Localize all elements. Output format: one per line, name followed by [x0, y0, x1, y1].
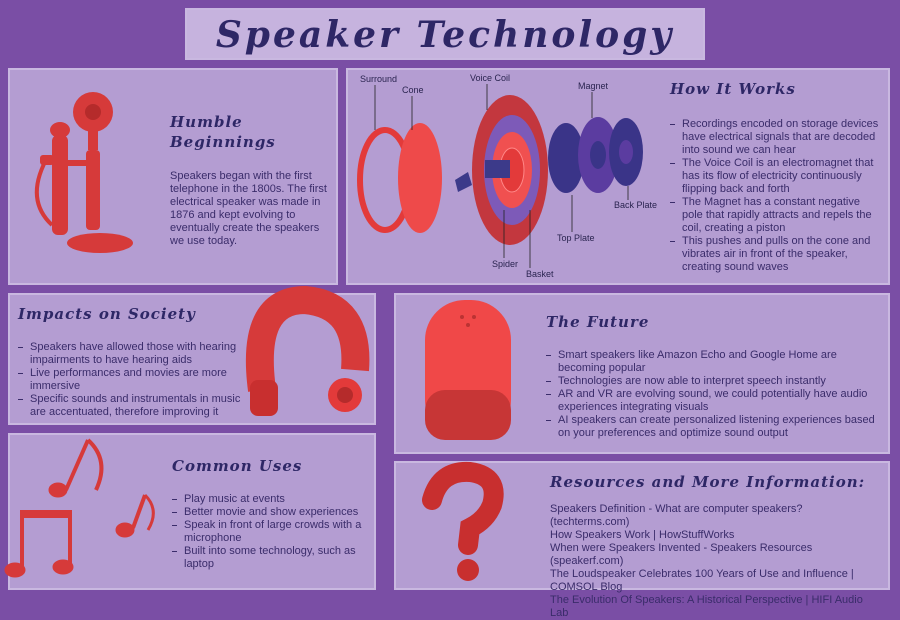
- section-heading: Humble Beginnings: [170, 113, 276, 151]
- list-item: AR and VR are evolving sound, we could p…: [546, 388, 876, 414]
- shape: [4, 562, 26, 578]
- telephone-icon: [34, 92, 133, 253]
- speaker-diagram: Surround Cone Voice Coil Magnet Back Pla…: [357, 73, 657, 279]
- list-item: When were Speakers Invented - Speakers R…: [550, 542, 813, 567]
- list-item: Play music at events: [172, 493, 362, 506]
- shape: [58, 160, 88, 166]
- shape: [86, 150, 100, 230]
- section-heading: Common Uses: [172, 457, 303, 475]
- list-item: The Magnet has a constant negative pole …: [670, 196, 882, 235]
- list-item: The Voice Coil is an electromagnet that …: [670, 157, 882, 196]
- list-item: Specific sounds and instrumentals in mus…: [18, 393, 248, 419]
- list-item: The Evolution Of Speakers: A Historical …: [550, 594, 863, 619]
- shape: [619, 140, 633, 164]
- bullet-list: Smart speakers like Amazon Echo and Goog…: [546, 349, 876, 440]
- question-mark-icon: [422, 461, 504, 581]
- shape: [40, 155, 54, 165]
- bullet-list: Recordings encoded on storage devices ha…: [670, 118, 882, 274]
- part-label: Basket: [526, 269, 554, 279]
- shape: [460, 315, 464, 319]
- shape: [457, 559, 479, 581]
- shape: [86, 438, 104, 491]
- shape: [34, 159, 54, 227]
- list-item: Built into some technology, such as lapt…: [172, 545, 362, 571]
- list-item: Recordings encoded on storage devices ha…: [670, 118, 882, 157]
- page-title: Speaker Technology: [215, 14, 675, 56]
- part-label: Surround: [360, 74, 397, 84]
- title-box: Speaker Technology: [185, 8, 705, 60]
- shape: [250, 380, 278, 416]
- list-item: Technologies are now able to interpret s…: [546, 375, 876, 388]
- shape: [337, 387, 353, 403]
- bullet-list: Speakers have allowed those with hearing…: [18, 341, 248, 419]
- part-label: Spider: [492, 259, 518, 269]
- shape: [88, 130, 98, 150]
- list-item: The Loudspeaker Celebrates 100 Years of …: [550, 568, 854, 593]
- smart-speaker-icon: [425, 300, 511, 440]
- list-item: Smart speakers like Amazon Echo and Goog…: [546, 349, 876, 375]
- shape: [425, 390, 511, 440]
- music-notes-icon: [4, 438, 155, 578]
- list-item: AI speakers can create personalized list…: [546, 414, 876, 440]
- section-text: Speakers began with the first telephone …: [170, 170, 327, 247]
- list-item: Speakers have allowed those with hearing…: [18, 341, 248, 367]
- part-label: Magnet: [578, 81, 609, 91]
- shape: [398, 123, 442, 233]
- part-label: Cone: [402, 85, 424, 95]
- list-item: How Speakers Work | HowStuffWorks: [550, 529, 735, 541]
- shape: [85, 104, 101, 120]
- section-heading: The Future: [546, 313, 650, 331]
- section-heading: Resources and More Information:: [550, 473, 866, 491]
- pointer-line: [131, 494, 147, 529]
- pointer-line: [64, 439, 90, 491]
- page: Speaker Technology Humble Beginnings Spe…: [4, 8, 890, 619]
- humble-panel: Humble Beginnings Speakers began with th…: [8, 68, 338, 285]
- shape: [52, 135, 68, 235]
- section-heading: How It Works: [670, 80, 796, 98]
- list-item: This pushes and pulls on the cone and vi…: [670, 235, 882, 274]
- part-label: Back Plate: [614, 200, 657, 210]
- shape: [472, 315, 476, 319]
- list-item: Better movie and show experiences: [172, 506, 362, 519]
- shape: [115, 522, 135, 538]
- shape: [245, 285, 370, 392]
- shape: [50, 122, 70, 138]
- hearing-aid-icon: [245, 285, 370, 416]
- shape: [455, 172, 472, 192]
- shape: [485, 160, 510, 178]
- bullet-list: Play music at events Better movie and sho…: [172, 493, 362, 571]
- list-item: Live performances and movies are more im…: [18, 367, 248, 393]
- part-label: Voice Coil: [470, 73, 510, 83]
- illustrations: Surround Cone Voice Coil Magnet Back Pla…: [4, 73, 657, 581]
- shape: [422, 461, 504, 555]
- shape: [48, 482, 68, 498]
- part-label: Top Plate: [557, 233, 595, 243]
- list-item: Speakers Definition - What are computer …: [550, 503, 803, 528]
- shape: [67, 233, 133, 253]
- list-item: Speak in front of large crowds with a mi…: [172, 519, 362, 545]
- shape: [20, 510, 72, 518]
- shape: [52, 559, 74, 575]
- shape: [590, 141, 606, 169]
- shape: [143, 493, 155, 531]
- shape: [466, 323, 470, 327]
- shape: [548, 123, 584, 193]
- section-heading: Impacts on Society: [18, 305, 196, 323]
